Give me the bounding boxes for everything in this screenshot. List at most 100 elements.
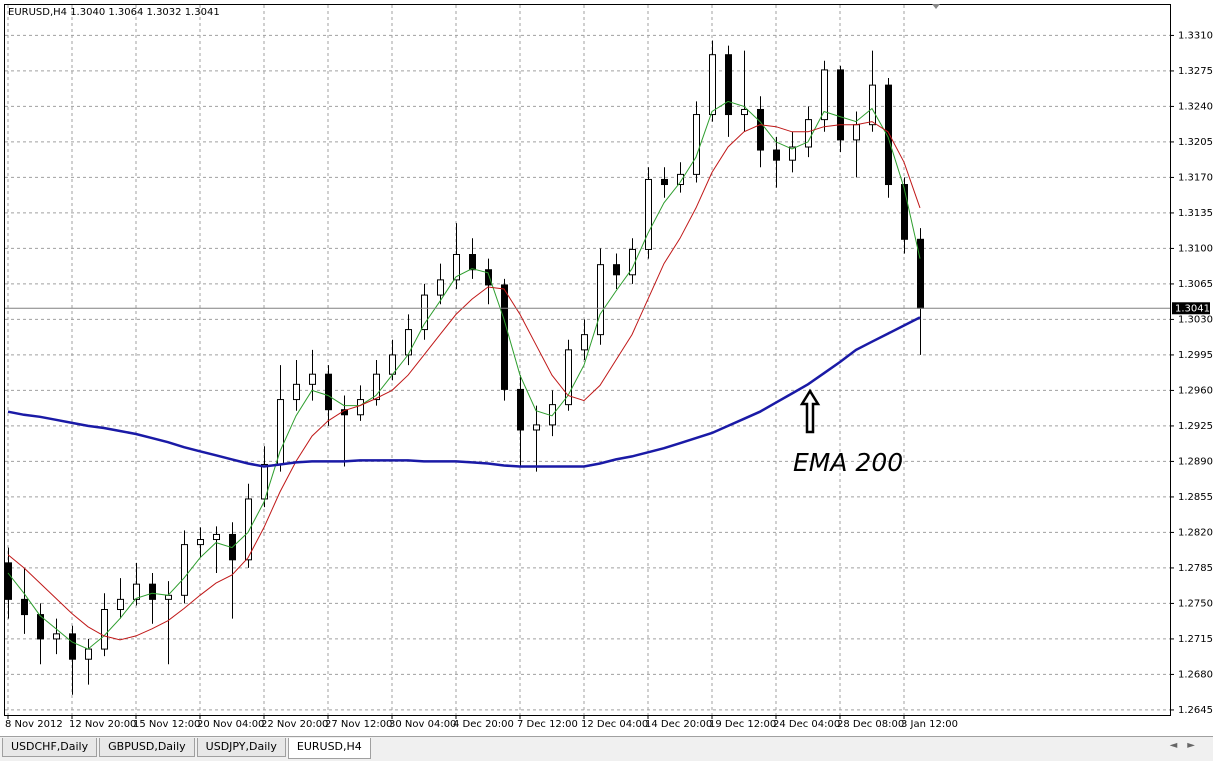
price-label-box [1172, 302, 1210, 315]
y-tick-label: 1.2925 [1178, 421, 1213, 432]
candle-body [21, 598, 28, 616]
candle-body [357, 399, 364, 416]
y-tick-label: 1.2820 [1178, 527, 1213, 538]
candle-body [165, 594, 172, 600]
x-tick-label: 22 Nov 20:00 [261, 719, 328, 730]
candle-body [533, 424, 540, 431]
candle-body [117, 598, 124, 611]
candle-body [485, 269, 492, 286]
ma-line [7, 100, 921, 650]
y-tick-label: 1.2995 [1178, 350, 1213, 361]
y-tick-label: 1.3205 [1178, 137, 1213, 148]
y-tick-label: 1.2785 [1178, 563, 1213, 574]
y-tick-label: 1.2960 [1178, 385, 1213, 396]
y-tick-label: 1.2855 [1178, 492, 1213, 503]
tab-bar: ◄► USDCHF,Daily GBPUSD,Daily USDJPY,Daily E… [0, 736, 1213, 761]
candle-body [901, 184, 908, 240]
x-tick-label: 27 Nov 12:00 [325, 719, 392, 730]
candle-body [581, 334, 588, 351]
candle-body [373, 373, 380, 401]
candle-body [709, 54, 716, 116]
x-tick-label: 12 Nov 20:00 [69, 719, 136, 730]
candle-body [565, 349, 572, 406]
candle-body [805, 119, 812, 148]
price-label: 1.3041 [1175, 303, 1210, 314]
candle-body [181, 544, 188, 596]
y-tick-label: 1.3275 [1178, 66, 1213, 77]
plot-frame [4, 4, 1171, 716]
x-tick-label: 14 Dec 20:00 [645, 719, 712, 730]
y-tick-label: 1.3170 [1178, 172, 1213, 183]
y-tick-label: 1.3310 [1178, 30, 1213, 41]
candle-body [325, 373, 332, 411]
chart-title: EURUSD,H4 1.3040 1.3064 1.3032 1.3041 [8, 7, 220, 18]
x-tick-label: 19 Dec 12:00 [709, 719, 776, 730]
y-tick-label: 1.2645 [1178, 705, 1213, 716]
candle-body [677, 173, 684, 186]
candle-body [821, 69, 828, 121]
candle-body [453, 254, 460, 281]
candle-body [53, 633, 60, 640]
shift-marker [932, 4, 940, 9]
tab[interactable]: GBPUSD,Daily [99, 738, 195, 757]
candle-body [421, 294, 428, 331]
candle-body [405, 329, 412, 356]
tab[interactable]: USDCHF,Daily [2, 738, 98, 757]
x-tick-label: 24 Dec 04:00 [773, 719, 840, 730]
candle-body [773, 149, 780, 161]
candle-body [469, 254, 476, 271]
marks [5, 40, 924, 695]
candle-body [309, 373, 316, 385]
annotation: EMA 200 [793, 448, 903, 477]
y-tick-label: 1.3240 [1178, 101, 1213, 112]
y-tick-label: 1.3100 [1178, 243, 1213, 254]
candle-body [293, 383, 300, 401]
y-tick-label: 1.2680 [1178, 669, 1213, 680]
candle-body [885, 84, 892, 186]
candle-body [133, 583, 140, 600]
ma-line [7, 316, 921, 468]
candle-body [69, 633, 76, 660]
candle-body [693, 114, 700, 175]
tab[interactable]: USDJPY,Daily [196, 738, 286, 757]
candle-body [85, 648, 92, 660]
tab[interactable]: EURUSD,H4 [287, 738, 371, 759]
y-tick-label: 1.3065 [1178, 279, 1213, 290]
candle-body [437, 279, 444, 296]
x-tick-label: 4 Dec 20:00 [453, 719, 514, 730]
chart: EURUSD,H4 1.3040 1.3064 1.3032 1.3041 EM… [0, 0, 1213, 736]
ma-line [7, 121, 921, 641]
x-tick-label: 15 Nov 12:00 [133, 719, 200, 730]
candle-body [645, 178, 652, 250]
y-tick-label: 1.2750 [1178, 598, 1213, 609]
background [0, 0, 1213, 736]
scroll-arrows[interactable]: ◄► [1169, 740, 1205, 751]
candle-body [597, 264, 604, 336]
candle-body [613, 264, 620, 276]
x-tick-label: 12 Dec 04:00 [581, 719, 648, 730]
y-tick-label: 1.3135 [1178, 208, 1213, 219]
y-tick-label: 1.2715 [1178, 634, 1213, 645]
x-tick-label: 28 Dec 08:00 [837, 719, 904, 730]
x-tick-label: 20 Nov 04:00 [197, 719, 264, 730]
candle-body [245, 498, 252, 561]
candle-body [837, 69, 844, 141]
annotation-arrow [799, 388, 821, 434]
candle-body [5, 562, 12, 600]
x-tick-label: 30 Nov 04:00 [389, 719, 456, 730]
candle-body [101, 609, 108, 650]
candle-body [213, 533, 220, 541]
candle-body [501, 284, 508, 390]
y-tick-label: 1.3030 [1178, 314, 1213, 325]
candle-body [197, 539, 204, 546]
candle-body [661, 178, 668, 186]
x-tick-label: 3 Jan 12:00 [901, 719, 958, 730]
candle-body [149, 583, 156, 600]
x-tick-label: 7 Dec 12:00 [517, 719, 578, 730]
candle-body [853, 124, 860, 141]
candle-body [757, 108, 764, 151]
candle-body [869, 84, 876, 126]
candle-body [741, 108, 748, 116]
grid [5, 5, 1170, 715]
